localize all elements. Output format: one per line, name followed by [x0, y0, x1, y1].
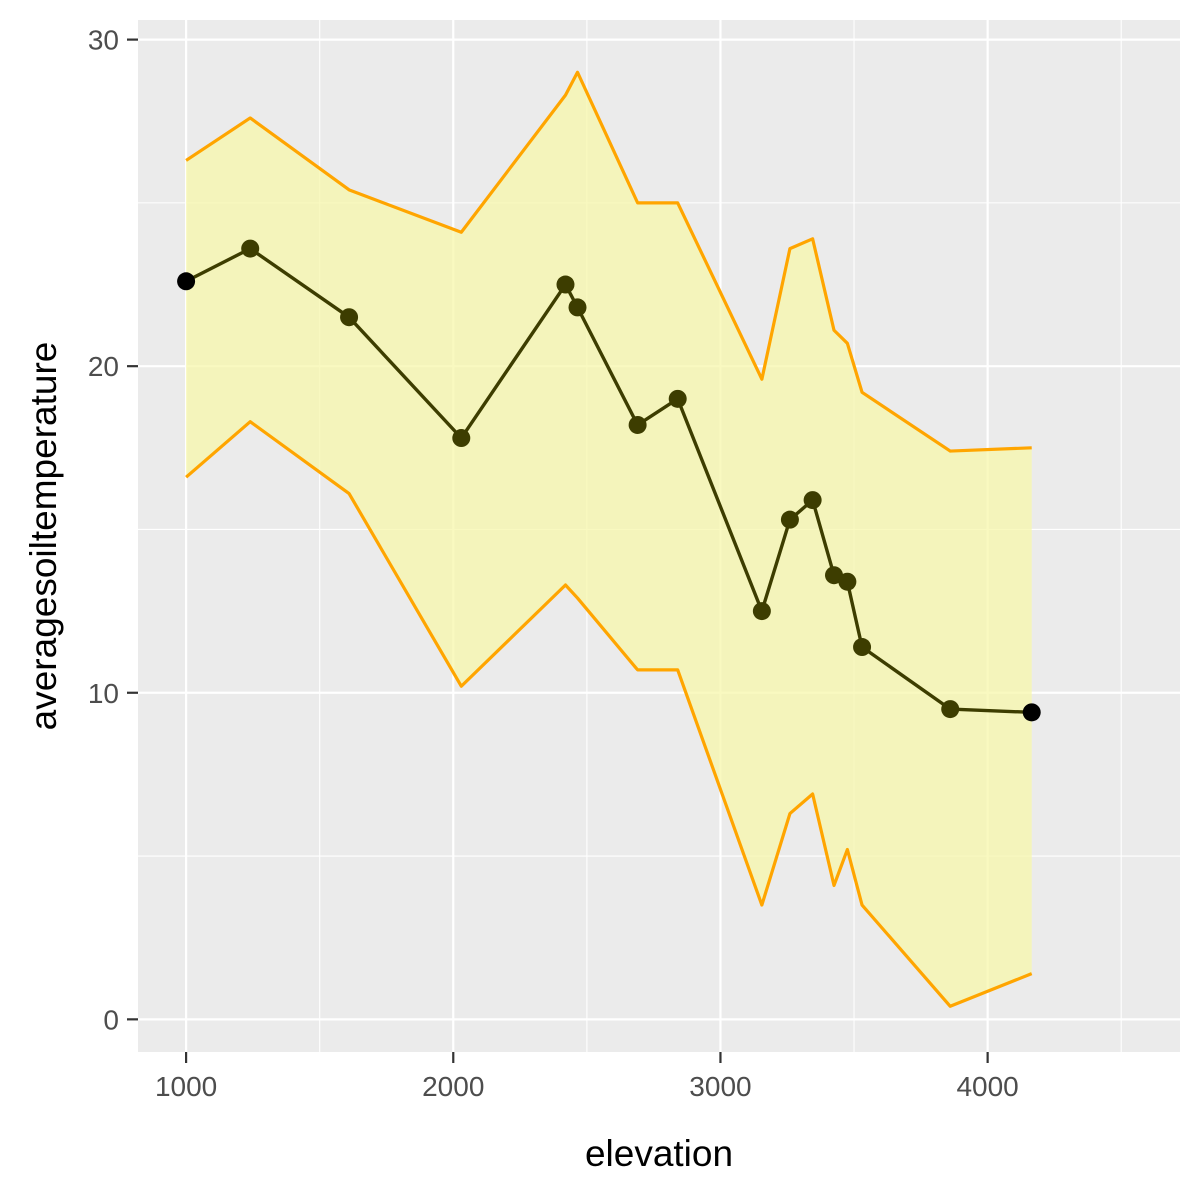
- confidence-band: [185, 70, 1033, 1008]
- y-tick-label: 10: [88, 678, 119, 709]
- data-point: [838, 572, 857, 591]
- data-point: [452, 429, 471, 448]
- y-tick-label: 20: [88, 351, 119, 382]
- data-point: [1022, 703, 1041, 722]
- data-point: [825, 566, 844, 585]
- data-points: [177, 239, 1041, 722]
- band-area: [186, 72, 1032, 1007]
- x-tick-label: 2000: [422, 1071, 484, 1102]
- axes: 0 10 20 30 1000 2000 3000 4000: [88, 25, 1019, 1102]
- y-axis-title: averagesoiltemperature: [23, 342, 64, 731]
- data-point: [780, 510, 799, 529]
- data-point: [941, 700, 960, 719]
- upper-bound-line: [185, 70, 1032, 453]
- data-point: [340, 308, 359, 327]
- data-point: [803, 491, 822, 510]
- data-point: [752, 602, 771, 621]
- data-point: [241, 239, 260, 258]
- y-tick-label: 30: [88, 25, 119, 56]
- mean-series-line: [185, 246, 1032, 715]
- y-tick-label: 0: [103, 1004, 119, 1035]
- x-tick-label: 1000: [155, 1071, 217, 1102]
- x-axis-title: elevation: [585, 1133, 733, 1174]
- mean-line: [185, 246, 1032, 715]
- data-point: [668, 389, 687, 408]
- data-point: [628, 415, 647, 434]
- data-point: [177, 272, 196, 291]
- x-tick-label: 4000: [956, 1071, 1018, 1102]
- data-point: [568, 298, 587, 317]
- lower-bound-line: [185, 420, 1033, 1008]
- x-tick-label: 3000: [689, 1071, 751, 1102]
- data-point: [853, 638, 872, 657]
- data-point: [556, 275, 575, 294]
